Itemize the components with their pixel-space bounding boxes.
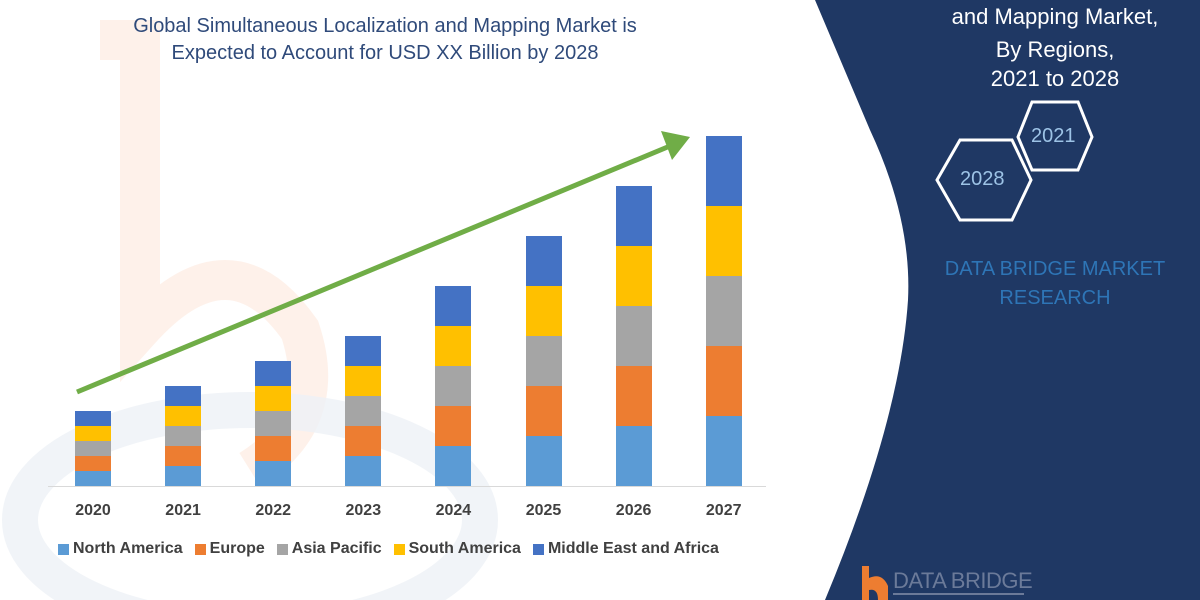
x-tick-label: 2027 [705, 502, 742, 519]
bar-segment [525, 386, 562, 436]
bar-segment [75, 471, 111, 486]
bar-segment [255, 411, 292, 436]
bar-segment [255, 386, 292, 411]
hex-label-2021: 2021 [1031, 125, 1076, 147]
legend-swatch-icon [276, 543, 288, 555]
legend: North America Europe Asia Pacific South … [58, 540, 731, 558]
bar-segment [255, 361, 292, 386]
bar-2021 [165, 386, 202, 486]
hex-label-2028: 2028 [960, 168, 1005, 190]
trend-arrow-line [76, 143, 671, 395]
bar-segment [525, 336, 562, 386]
x-tick-label: 2022 [255, 502, 291, 519]
legend-item-north-america: North America [58, 540, 183, 558]
legend-swatch-icon [393, 543, 405, 555]
panel-title-line1: and Mapping Market, [951, 4, 1159, 29]
bar-2025 [525, 236, 562, 486]
legend-item-south-america: South America [393, 540, 521, 558]
bar-segment [705, 276, 742, 346]
legend-item-europe: Europe [194, 540, 265, 558]
bar-segment [435, 406, 472, 446]
x-tick-label: 2023 [345, 502, 382, 519]
x-axis-line [48, 486, 766, 487]
bar-segment [525, 436, 562, 486]
bar-2027 [705, 136, 742, 486]
bar-2026 [615, 186, 652, 486]
x-tick-label: 2021 [165, 502, 201, 519]
bar-2020 [75, 411, 111, 486]
bar-segment [615, 246, 652, 306]
bar-segment [165, 386, 202, 406]
x-tick-label: 2025 [525, 502, 562, 519]
bar-segment [165, 426, 202, 446]
bar-2023 [345, 336, 382, 486]
bar-segment [345, 426, 382, 456]
bar-segment [615, 366, 652, 426]
x-tick-label: 2024 [435, 502, 472, 519]
bar-segment [615, 426, 652, 486]
bar-segment [525, 236, 562, 286]
legend-swatch-icon [194, 543, 206, 555]
bar-segment [435, 366, 472, 406]
panel-title-line3: 2021 to 2028 [990, 66, 1120, 91]
hex-2028-icon [935, 138, 1033, 222]
bar-segment [435, 286, 472, 326]
bar-segment [525, 286, 562, 336]
hex-2021-icon [1016, 100, 1094, 172]
bar-segment [75, 411, 111, 426]
bar-segment [345, 366, 382, 396]
bar-2024 [435, 286, 472, 486]
bar-segment [75, 441, 111, 456]
trend-arrow-head-icon [661, 131, 690, 160]
bar-segment [255, 436, 292, 461]
legend-swatch-icon [532, 543, 544, 555]
bar-segment [615, 306, 652, 366]
bar-segment [705, 136, 742, 206]
bar-segment [165, 446, 202, 466]
bar-segment [255, 461, 292, 486]
bar-segment [75, 426, 111, 441]
bar-segment [705, 206, 742, 276]
logo-text: DATA BRIDGE [893, 568, 1033, 593]
bar-segment [705, 416, 742, 486]
x-tick-label: 2026 [615, 502, 652, 519]
bar-segment [75, 456, 111, 471]
side-panel-bg [815, 0, 1200, 600]
bar-segment [705, 346, 742, 416]
bar-segment [345, 336, 382, 366]
legend-item-middle-east-africa: Middle East and Africa [532, 540, 719, 558]
bar-2022 [255, 361, 292, 486]
bar-segment [165, 466, 202, 486]
x-tick-label: 2020 [75, 502, 111, 519]
legend-swatch-icon [58, 543, 69, 555]
bar-segment [345, 396, 382, 426]
legend-item-asia-pacific: Asia Pacific [276, 540, 382, 558]
bar-segment [165, 406, 202, 426]
bar-segment [615, 186, 652, 246]
panel-title-line2: By Regions, [995, 37, 1115, 62]
logo-icon [862, 566, 888, 600]
bar-segment [345, 456, 382, 486]
bar-segment [435, 446, 472, 486]
bar-segment [435, 326, 472, 366]
brand-name: DATA BRIDGE MARKET RESEARCH [944, 258, 1166, 309]
